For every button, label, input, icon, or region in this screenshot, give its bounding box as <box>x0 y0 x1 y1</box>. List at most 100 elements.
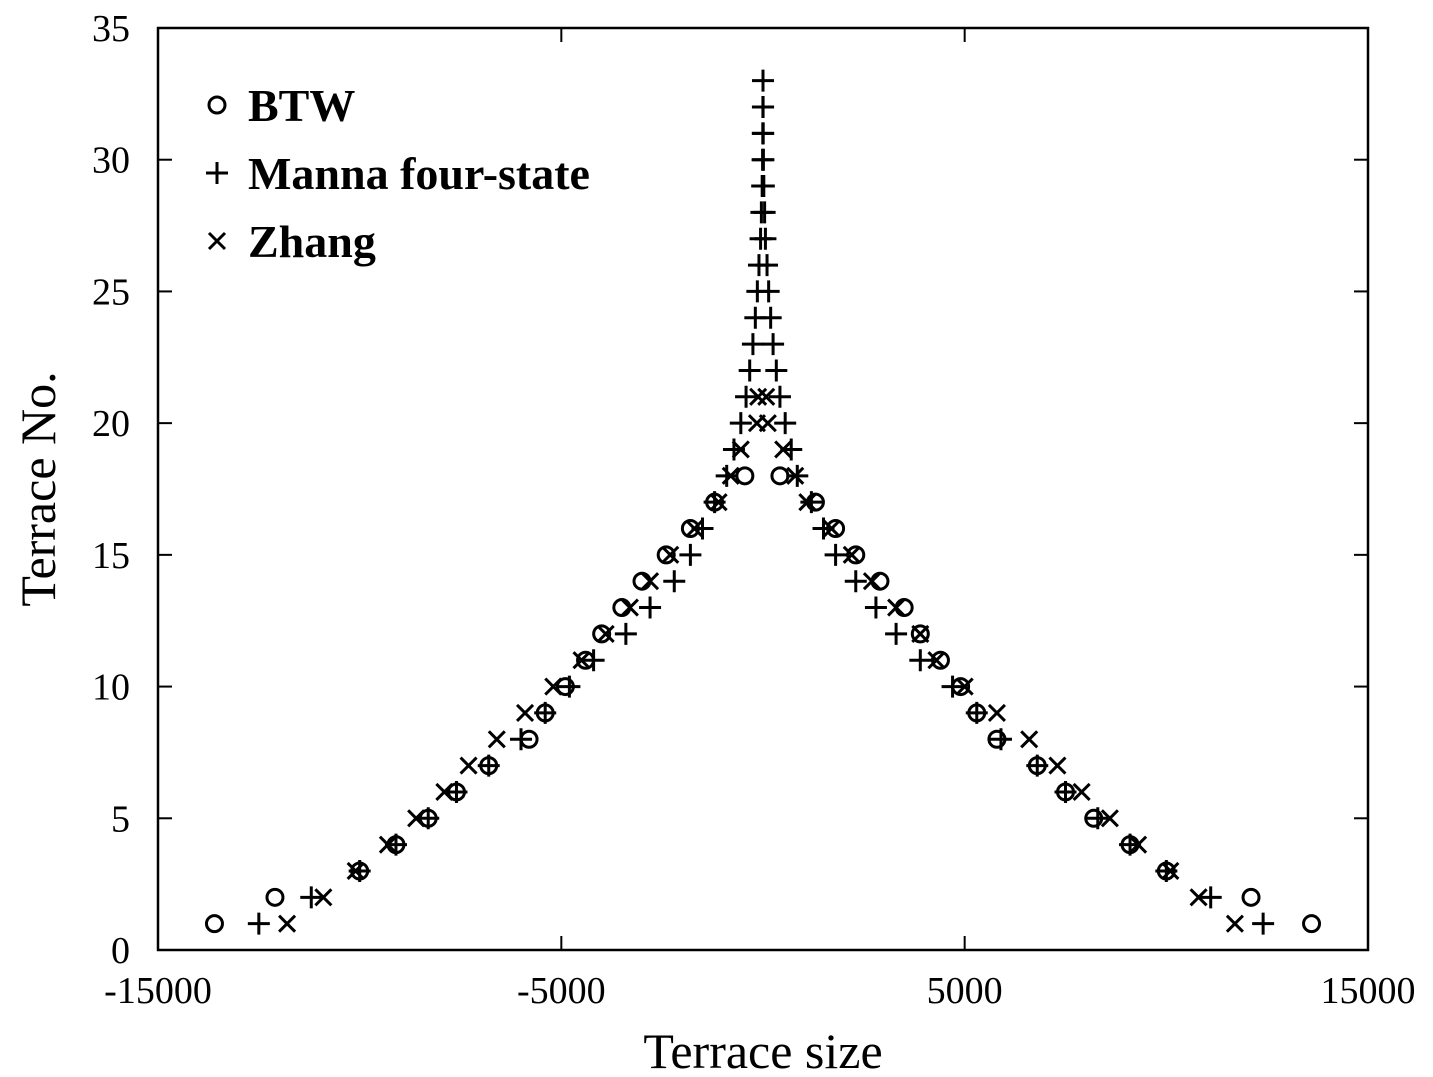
data-point-cross <box>661 545 680 564</box>
data-point-cross <box>709 493 728 512</box>
data-point-cross <box>822 519 841 538</box>
legend: BTW Manna four-state Zhang <box>206 80 590 267</box>
data-point-circle <box>265 887 285 907</box>
data-markers <box>204 69 1322 935</box>
data-point-cross <box>378 835 397 854</box>
data-point-plus <box>558 675 581 698</box>
data-point-cross <box>757 387 776 406</box>
data-point-plus <box>844 570 867 593</box>
data-point-circle <box>656 545 676 565</box>
data-point-plus <box>614 622 637 645</box>
data-point-plus <box>741 333 764 356</box>
axis-ticks <box>157 27 1369 951</box>
data-point-cross <box>1100 809 1119 828</box>
data-point-plus <box>752 122 775 145</box>
data-point-cross <box>1072 782 1091 802</box>
data-point-plus <box>510 728 532 751</box>
data-point-cross <box>987 703 1006 722</box>
data-point-plus <box>738 359 761 382</box>
axis-tick-labels: -15000 -5000 5000 15000 0 5 10 15 20 25 30 35 <box>92 8 1416 1012</box>
y-tick-label: 0 <box>111 930 130 972</box>
data-point-plus <box>765 359 788 382</box>
data-point-cross <box>407 809 426 828</box>
data-point-plus <box>1199 886 1222 909</box>
data-point-circle <box>870 571 890 591</box>
data-point-circle <box>204 914 224 934</box>
y-tick-label: 20 <box>92 403 130 445</box>
data-point-circle <box>632 571 652 591</box>
data-point-plus <box>715 464 738 487</box>
x-tick-label: 15000 <box>1321 970 1416 1012</box>
y-tick-label: 25 <box>92 271 130 313</box>
data-point-cross <box>620 598 639 617</box>
data-point-plus <box>759 306 782 329</box>
data-point-plus <box>417 807 440 830</box>
data-point-plus <box>824 543 847 566</box>
legend-marker-circle <box>207 95 227 115</box>
data-point-cross <box>1020 730 1039 749</box>
data-point-plus <box>1155 859 1178 882</box>
data-point-plus <box>909 649 932 672</box>
data-point-plus <box>800 491 823 514</box>
data-point-cross <box>487 730 506 749</box>
data-point-circle <box>1302 914 1322 934</box>
data-point-plus <box>348 859 371 882</box>
data-point-plus <box>735 385 758 408</box>
data-point-cross <box>544 677 563 696</box>
plot-frame <box>156 26 1370 952</box>
data-point-plus <box>1252 912 1275 935</box>
data-point-cross <box>1225 914 1244 933</box>
legend-label: Zhang <box>248 216 376 267</box>
data-point-circle <box>1241 887 1261 907</box>
data-point-cross <box>927 651 946 670</box>
data-point-cross <box>731 440 750 459</box>
data-point-circle <box>770 466 790 486</box>
y-tick-label: 10 <box>92 667 130 709</box>
data-point-plus <box>445 780 468 803</box>
data-point-plus <box>752 148 775 171</box>
data-point-cross <box>774 440 793 459</box>
legend-item: Manna four-state <box>206 148 590 199</box>
series-circle <box>204 466 1322 934</box>
data-point-cross <box>346 861 365 881</box>
data-point-cross <box>596 624 615 643</box>
data-point-plus <box>729 412 752 435</box>
data-point-cross <box>641 572 660 591</box>
data-point-cross <box>887 598 906 617</box>
data-point-cross <box>955 677 974 696</box>
data-point-plus <box>663 570 686 593</box>
x-axis-title: Terrace size <box>643 1023 882 1077</box>
data-point-cross <box>749 387 768 406</box>
data-point-circle <box>910 624 930 644</box>
data-point-cross <box>1189 888 1208 907</box>
data-point-cross <box>1129 835 1148 854</box>
y-tick-label: 30 <box>92 140 130 182</box>
data-point-plus <box>300 886 323 909</box>
x-tick-label: -5000 <box>517 970 606 1012</box>
series-cross <box>278 387 1244 933</box>
data-point-plus <box>885 622 908 645</box>
data-point-cross <box>758 414 777 433</box>
data-point-cross <box>314 888 333 907</box>
x-tick-label: 5000 <box>927 970 1003 1012</box>
data-point-circle <box>930 650 950 670</box>
data-point-plus <box>477 754 500 777</box>
x-tick-label: -15000 <box>104 970 212 1012</box>
data-point-plus <box>768 385 791 408</box>
y-tick-label: 15 <box>92 535 130 577</box>
data-point-plus <box>639 596 662 619</box>
data-point-plus <box>965 701 988 724</box>
legend-label: BTW <box>248 80 355 131</box>
data-point-plus <box>247 912 270 935</box>
legend-marker-cross <box>207 231 227 251</box>
y-tick-label: 35 <box>92 8 130 50</box>
data-point-cross <box>459 756 478 775</box>
data-point-plus <box>754 227 777 250</box>
legend-label: Manna four-state <box>248 148 590 199</box>
data-point-cross <box>515 703 535 722</box>
data-point-cross <box>721 466 740 485</box>
data-point-cross <box>798 493 817 512</box>
data-point-plus <box>752 96 775 119</box>
data-point-plus <box>582 649 605 672</box>
data-point-cross <box>862 572 881 591</box>
